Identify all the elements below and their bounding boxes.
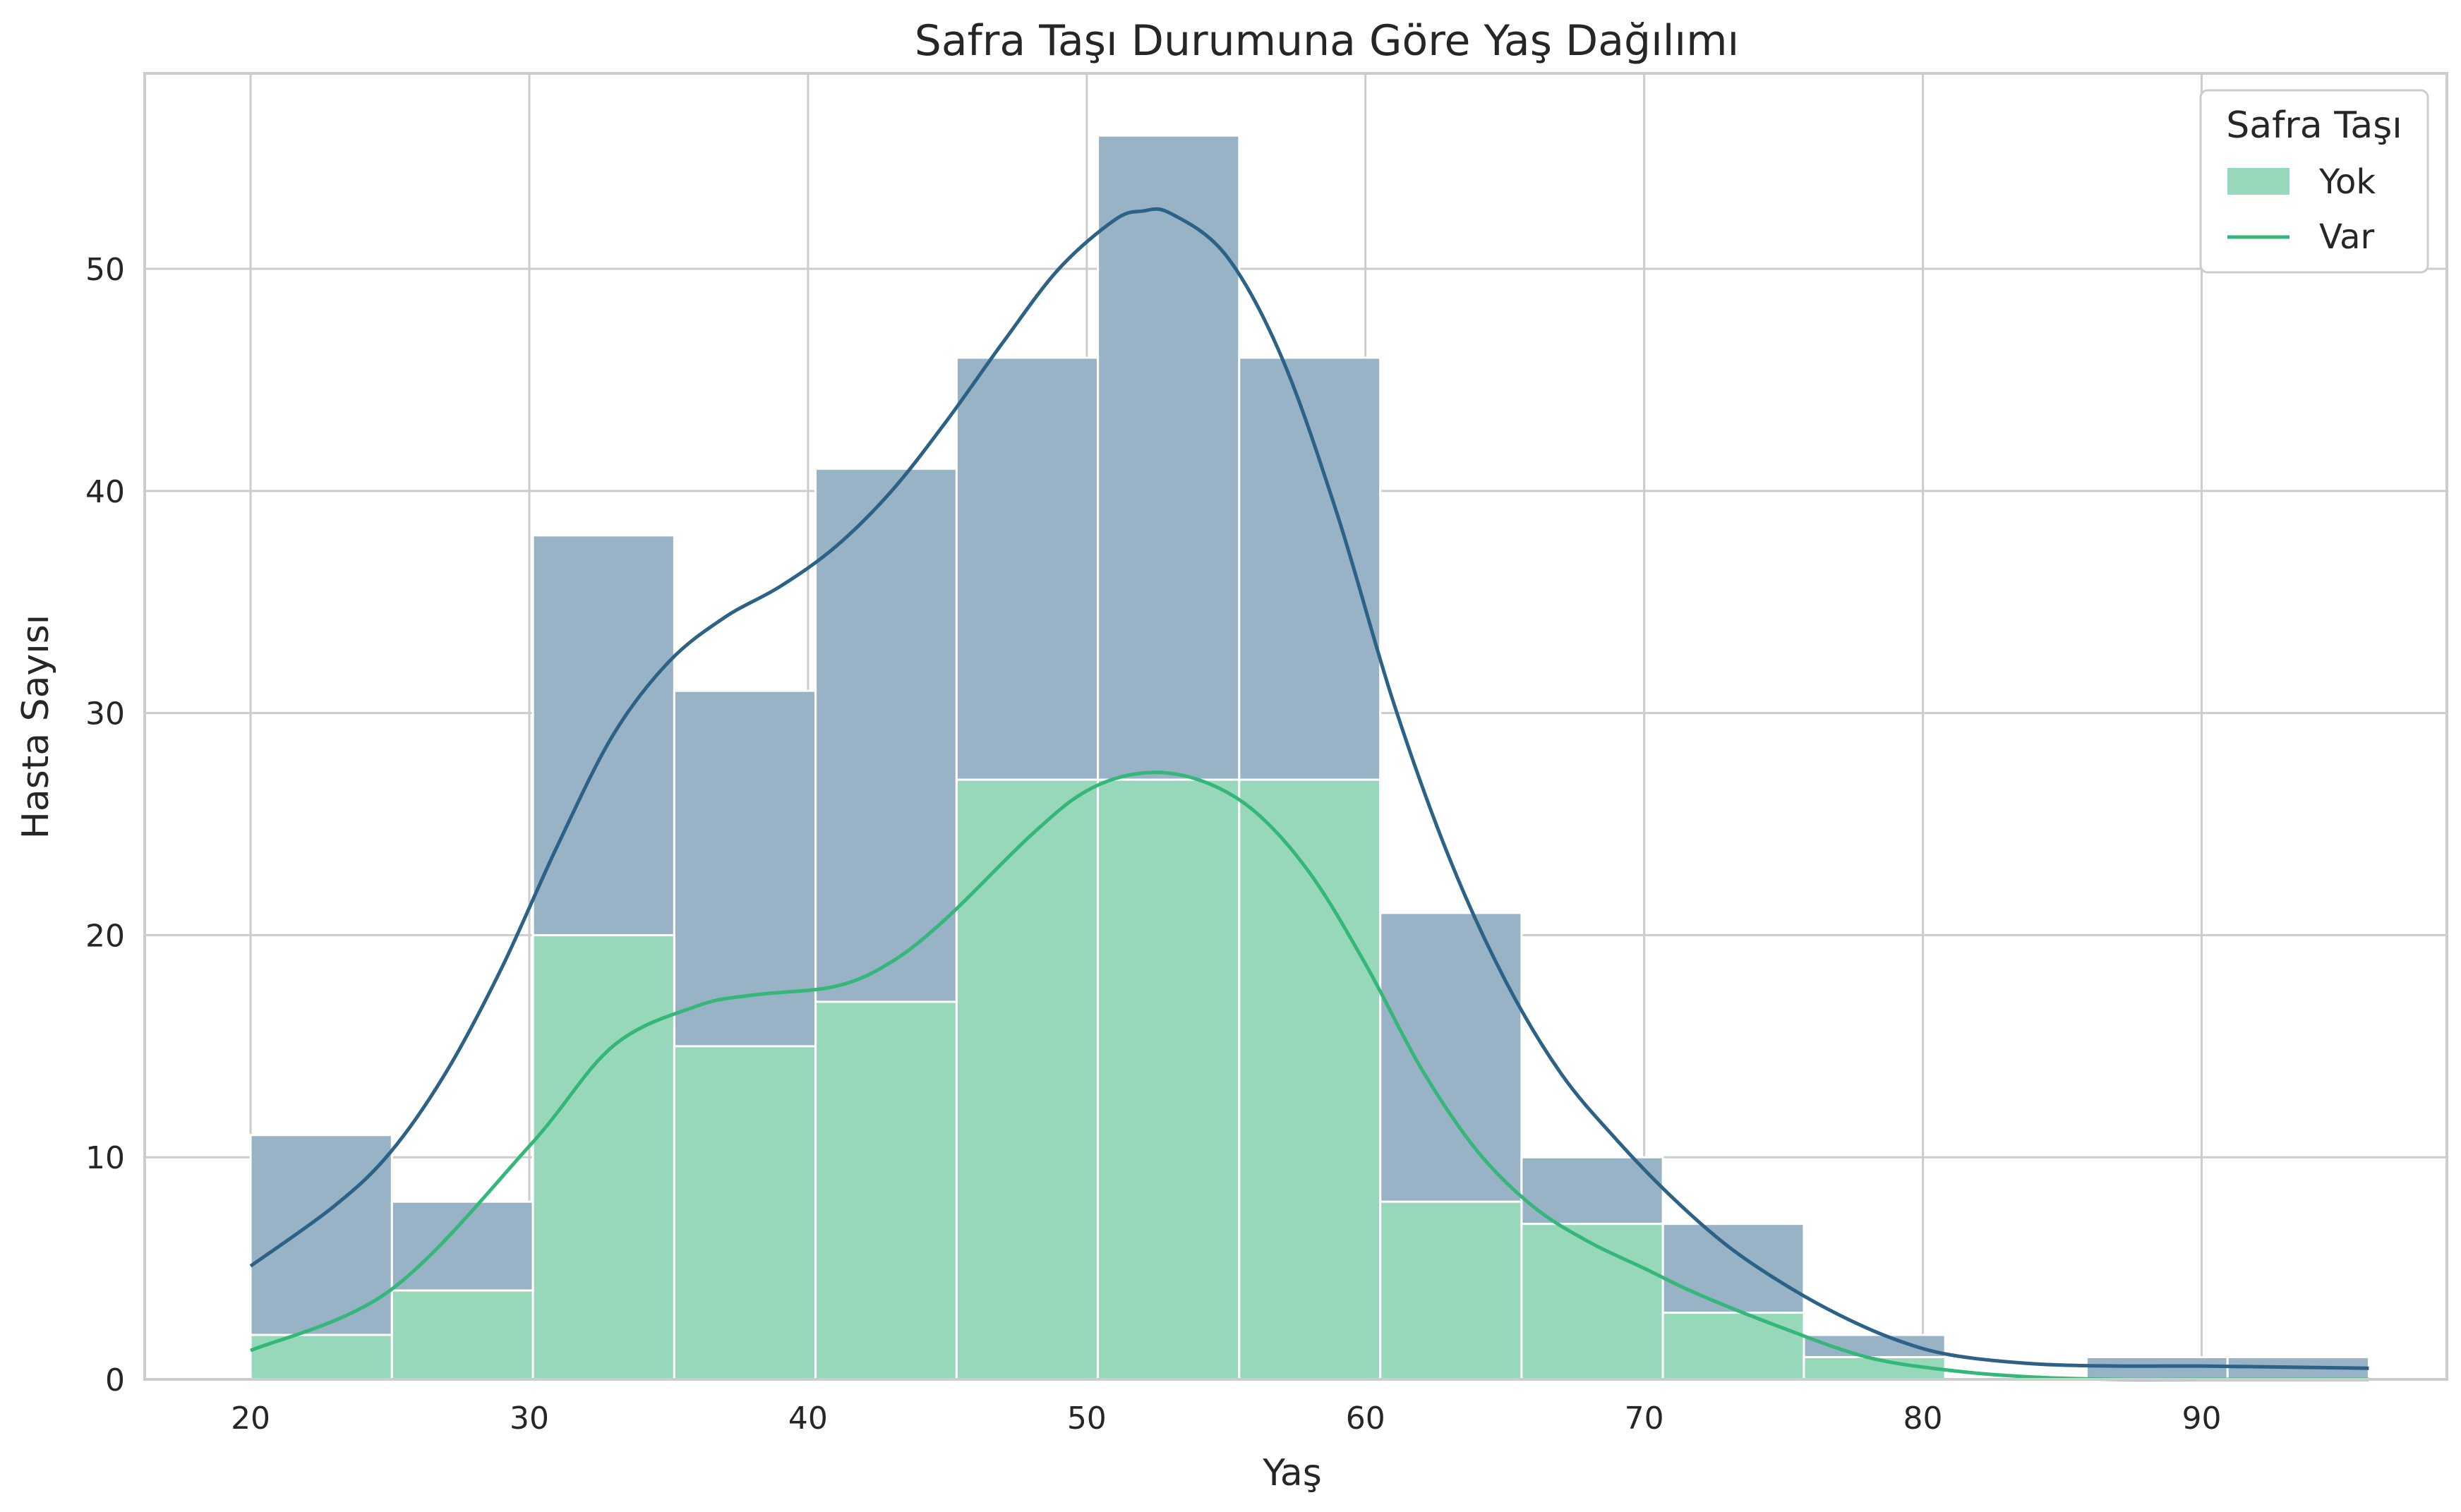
bar-lower — [1379, 1200, 1523, 1381]
x-tick-label: 60 — [1346, 1401, 1385, 1437]
y-tick-label: 20 — [85, 918, 125, 954]
legend-entry-yok-label: Yok — [2318, 162, 2376, 202]
y-tick-label: 30 — [85, 696, 125, 732]
x-tick-label: 20 — [231, 1401, 270, 1437]
y-axis-label: Hasta Sayısı — [15, 615, 57, 839]
x-axis-label: Yaş — [1262, 1452, 1322, 1494]
bar-lower — [390, 1289, 534, 1381]
bar-lower — [955, 778, 1100, 1381]
y-tick-label: 10 — [85, 1140, 125, 1176]
bar-lower — [1097, 778, 1241, 1381]
y-tick-label: 0 — [105, 1362, 125, 1398]
y-tick-labels: 0 10 20 30 40 50 — [85, 252, 125, 1398]
bar-lower — [1520, 1223, 1664, 1381]
y-tick-label: 40 — [85, 474, 125, 510]
x-tick-label: 90 — [2182, 1401, 2221, 1437]
x-tick-label: 70 — [1625, 1401, 1664, 1437]
legend-entry-yok-swatch — [2227, 168, 2289, 195]
legend-title: Safra Taşı — [2226, 104, 2402, 147]
x-tick-label: 80 — [1903, 1401, 1943, 1437]
bars-lower-layer — [249, 778, 1946, 1381]
bar-total — [2085, 1356, 2229, 1381]
legend-entry-var-label: Var — [2319, 217, 2375, 257]
bar-lower — [1238, 778, 1382, 1381]
x-tick-label: 40 — [788, 1401, 828, 1437]
kde-curve-total — [249, 207, 2369, 1370]
kde-curves — [249, 207, 2369, 1381]
legend: Safra Taşı Yok Var — [2199, 89, 2429, 274]
plot-frame — [143, 72, 2448, 1381]
bar-lower — [531, 933, 675, 1381]
x-tick-label: 30 — [510, 1401, 549, 1437]
legend-box — [2199, 89, 2429, 274]
y-tick-label: 50 — [85, 252, 125, 288]
bar-lower — [673, 1045, 817, 1381]
bar-lower — [1661, 1312, 1805, 1381]
bar-lower — [814, 1000, 958, 1381]
x-tick-labels: 20 30 40 50 60 70 80 90 — [231, 1401, 2221, 1437]
x-tick-label: 50 — [1067, 1401, 1107, 1437]
chart-title: Safra Taşı Durumuna Göre Yaş Dağılımı — [915, 16, 1739, 66]
kde-curve-lower — [250, 770, 2369, 1381]
